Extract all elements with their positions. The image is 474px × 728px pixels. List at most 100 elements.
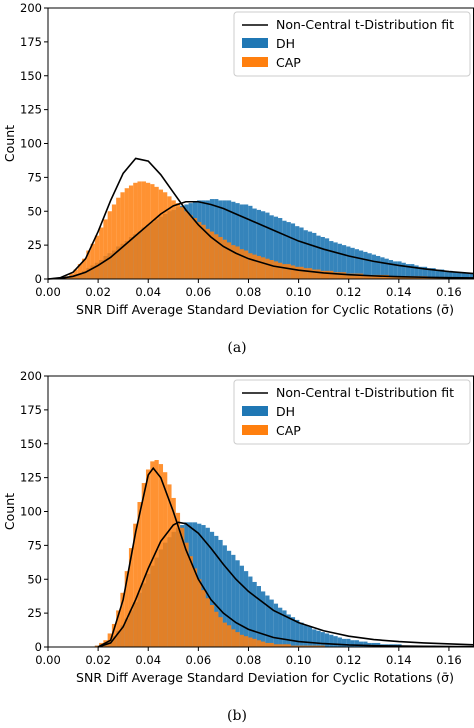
bar-cap-52	[269, 260, 274, 279]
legend-fit-label-a: Non-Central t-Distribution fit	[276, 17, 454, 32]
bar-dh-48	[252, 581, 257, 647]
bar-cap-81	[393, 276, 398, 279]
bar-cap-82	[397, 276, 402, 279]
fit-curve-cap	[47, 157, 474, 280]
bar-cap-64	[320, 270, 325, 279]
bar-dh-45	[239, 204, 244, 279]
histogram-chart-a: 0.00 0.02 0.04 0.06 0.08 0.10 0.12 0.14 0.16 0 25…	[2, 1, 474, 317]
bar-dh-85	[410, 264, 415, 279]
bar-cap-68	[337, 272, 342, 279]
bar-cap-58	[295, 645, 300, 647]
bar-cap-37	[205, 228, 210, 279]
bar-dh-83	[401, 262, 406, 279]
bar-cap-11	[94, 235, 100, 279]
bar-cap-71	[350, 273, 355, 279]
bar-cap-80	[388, 276, 394, 279]
bar-dh-97	[461, 272, 466, 279]
bar-cap-29	[171, 497, 176, 647]
fit-curves-b	[97, 466, 474, 648]
y-axis-label-a: Count	[2, 125, 17, 162]
bar-cap-51	[265, 258, 270, 279]
bar-cap-25	[154, 460, 159, 647]
bar-dh-88	[422, 266, 428, 279]
y-axis-label-b: Count	[2, 493, 17, 530]
legend-cap-label-a: CAP	[276, 55, 301, 70]
bar-dh-64	[320, 632, 325, 647]
x-tick-label-5: 0.10	[286, 653, 312, 667]
bar-dh-73	[358, 641, 364, 647]
bar-dh-79	[384, 258, 389, 279]
legend-dh-swatch-a	[242, 38, 268, 48]
bar-cap-78	[380, 274, 385, 279]
bar-cap-22	[141, 483, 146, 647]
bar-cap-27	[163, 192, 168, 279]
bar-dh-52	[269, 215, 274, 279]
x-tick-label-6: 0.12	[336, 653, 362, 667]
y-tick-label-4: 100	[20, 137, 42, 151]
bar-dh-54	[278, 218, 283, 279]
bar-cap-16	[116, 197, 121, 279]
x-tick-label-1: 0.02	[85, 653, 111, 667]
bar-dh-74	[363, 251, 368, 279]
bar-dh-42	[226, 550, 232, 647]
bar-dh-91	[435, 269, 440, 279]
y-tick-label-1: 25	[27, 238, 42, 252]
bar-cap-11	[94, 645, 100, 647]
bar-dh-55	[282, 610, 287, 647]
bar-dh-71	[350, 640, 355, 647]
bar-cap-36	[201, 590, 206, 647]
bar-cap-46	[243, 636, 249, 647]
fit-curve-dh	[47, 200, 474, 280]
bar-cap-42	[226, 242, 232, 279]
bar-cap-49	[256, 640, 261, 647]
bar-cap-16	[116, 610, 121, 647]
bar-dh-92	[439, 269, 445, 279]
y-tick-label-5: 125	[20, 471, 42, 485]
bar-cap-8	[82, 258, 87, 279]
bar-cap-55	[282, 644, 287, 647]
bar-dh-57	[290, 223, 296, 279]
bar-dh-57	[290, 617, 296, 647]
bar-cap-63	[316, 645, 321, 647]
bar-dh-95	[452, 272, 457, 279]
bar-cap-39	[214, 611, 219, 647]
bar-cap-45	[239, 249, 244, 279]
bar-cap-56	[286, 644, 291, 647]
bar-cap-34	[192, 218, 198, 279]
bar-cap-44	[235, 246, 240, 279]
bar-dh-44	[235, 560, 240, 647]
bar-dh-43	[231, 201, 236, 279]
bar-dh-72	[354, 640, 359, 647]
bar-dh-70	[346, 246, 351, 279]
bar-cap-18	[124, 571, 129, 647]
bar-cap-77	[376, 274, 381, 279]
bar-dh-80	[388, 260, 394, 279]
bar-cap-15	[111, 204, 117, 279]
bar-cap-24	[150, 184, 155, 279]
bar-cap-76	[371, 274, 377, 279]
bar-cap-54	[278, 644, 283, 647]
bar-dh-81	[393, 261, 398, 279]
y-tick-label-1: 25	[27, 606, 42, 620]
bar-dh-71	[350, 247, 355, 279]
bar-dh-66	[329, 634, 334, 647]
bar-cap-89	[427, 277, 432, 279]
bar-cap-48	[252, 638, 257, 647]
bar-dh-50	[261, 211, 266, 279]
bar-cap-41	[222, 622, 227, 647]
x-tick-label-8: 0.16	[436, 653, 462, 667]
y-tick-label-2: 50	[27, 204, 42, 218]
fit-curve-cap	[97, 466, 474, 648]
bar-dh-93	[444, 270, 449, 279]
bar-cap-90	[431, 277, 436, 279]
bar-dh-48	[252, 208, 257, 279]
bar-cap-53	[273, 261, 279, 279]
bar-cap-55	[282, 264, 287, 279]
bar-cap-23	[145, 469, 151, 647]
bar-cap-20	[133, 182, 138, 279]
bar-dh-74	[363, 641, 368, 647]
y-tick-label-3: 75	[27, 170, 42, 184]
bar-cap-30	[175, 203, 181, 279]
y-tick-label-5: 125	[20, 103, 42, 117]
bar-dh-59	[299, 227, 304, 279]
